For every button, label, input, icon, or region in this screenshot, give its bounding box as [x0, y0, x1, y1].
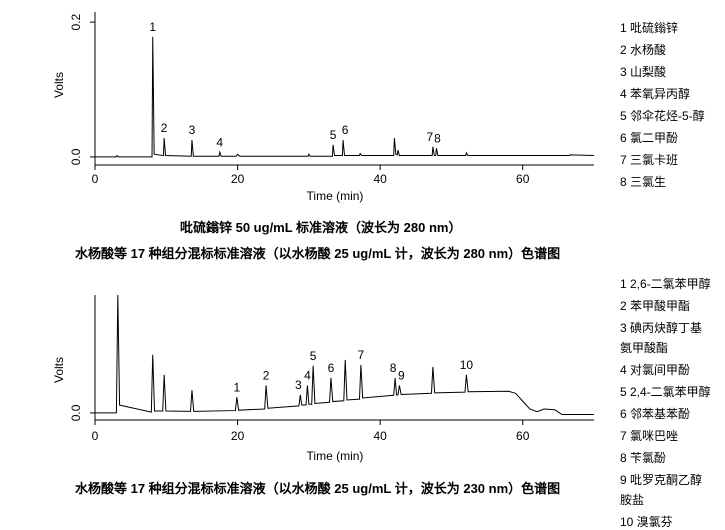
- x-tick-label: 60: [516, 172, 530, 186]
- peak-label: 7: [427, 130, 434, 144]
- x-tick-label: 60: [516, 429, 530, 443]
- peak-label: 1: [149, 20, 156, 34]
- chart-subtitle: 吡硫鎓锌 50 ug/mL 标准溶液（波长为 280 nm）: [180, 220, 462, 235]
- legend-item: 7 氯咪巴唑: [620, 429, 679, 443]
- peak-label: 2: [161, 121, 168, 135]
- peak-label: 6: [342, 123, 349, 137]
- x-axis-label: Time (min): [307, 189, 364, 203]
- x-tick-label: 0: [92, 429, 99, 443]
- trace: [95, 36, 595, 158]
- x-tick-label: 0: [92, 172, 99, 186]
- y-tick-label: 0.0: [69, 148, 83, 165]
- peak-label: 8: [390, 361, 397, 375]
- chart-title: 水杨酸等 17 种组分混标标准溶液（以水杨酸 25 ug/mL 计，波长为 23…: [75, 481, 561, 496]
- legend-item: 4 苯氧异丙醇: [620, 87, 691, 101]
- trace: [95, 294, 594, 415]
- legend-item: 5 2,4-二氯苯甲醇: [620, 385, 711, 399]
- legend: 1 2,6-二氯苯甲醇 2 苯甲酸甲酯 3 碘丙炔醇丁基氨甲酸酯 4 对氯间甲酚 5 2…: [620, 274, 712, 530]
- legend-item: 6 邻苯基苯酚: [620, 407, 691, 421]
- legend-item: 7 三氯卡班: [620, 153, 679, 167]
- peak-label: 3: [189, 123, 196, 137]
- peak-label: 3: [295, 378, 302, 392]
- x-axis-label: Time (min): [307, 449, 364, 463]
- legend-item: 9 吡罗克酮乙醇胺盐: [620, 473, 703, 507]
- y-axis-label: Volts: [52, 357, 66, 383]
- legend-item: 8 三氯生: [620, 175, 667, 189]
- legend-item: 6 氯二甲酚: [620, 131, 679, 145]
- legend-item: 3 碘丙炔醇丁基氨甲酸酯: [620, 321, 703, 355]
- chart-title: 水杨酸等 17 种组分混标标准溶液（以水杨酸 25 ug/mL 计，波长为 28…: [75, 246, 561, 261]
- x-tick-label: 40: [373, 172, 387, 186]
- legend-item: 2 苯甲酸甲酯: [620, 299, 691, 313]
- peak-label: 5: [310, 349, 317, 363]
- peak-label: 4: [304, 369, 311, 383]
- x-tick-label: 20: [231, 172, 245, 186]
- peak-label: 6: [328, 361, 335, 375]
- y-axis-label: Volts: [52, 72, 66, 98]
- legend-item: 2 水杨酸: [620, 43, 667, 57]
- peak-label: 5: [330, 128, 337, 142]
- peak-label: 1: [234, 380, 241, 394]
- x-tick-label: 40: [373, 429, 387, 443]
- legend-item: 1 吡硫鎓锌: [620, 21, 679, 35]
- legend-item: 5 邻伞花烃-5-醇: [620, 109, 705, 123]
- y-tick-label: 0.2: [69, 13, 83, 30]
- peak-label: 2: [263, 369, 270, 383]
- legend: 1 吡硫鎓锌 2 水杨酸 3 山梨酸 4 苯氧异丙醇 5 邻伞花烃-5-醇 6 氯二甲酚 7…: [620, 18, 712, 194]
- peak-label: 7: [358, 348, 365, 362]
- peak-label: 10: [460, 358, 474, 372]
- y-tick-label: 0.0: [69, 404, 83, 421]
- peak-label: 8: [434, 131, 441, 145]
- legend-item: 1 2,6-二氯苯甲醇: [620, 277, 711, 291]
- legend-item: 10 溴氯芬: [620, 515, 673, 529]
- legend-item: 4 对氯间甲酚: [620, 363, 691, 377]
- x-tick-label: 20: [231, 429, 245, 443]
- legend-item: 8 苄氯酚: [620, 451, 667, 465]
- legend-item: 3 山梨酸: [620, 65, 667, 79]
- peak-label: 9: [398, 369, 405, 383]
- peak-label: 4: [216, 135, 223, 149]
